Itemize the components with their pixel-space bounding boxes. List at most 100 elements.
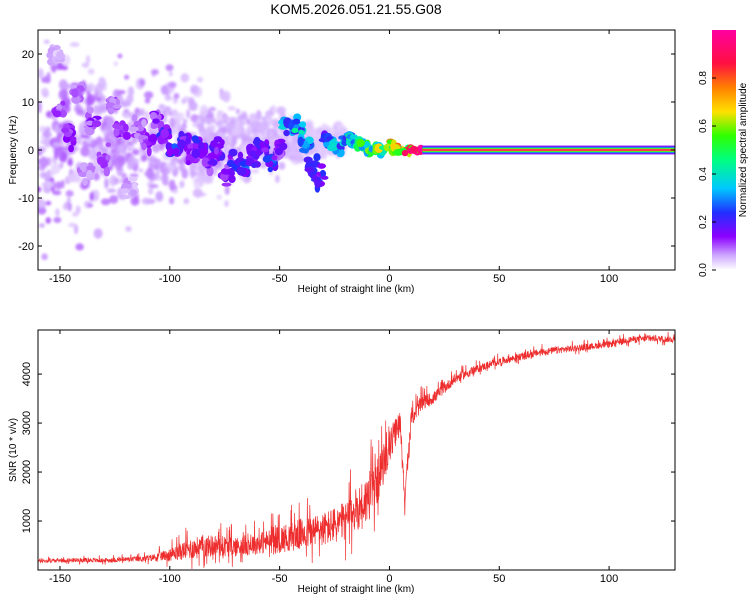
spectrogram-noise-blob <box>50 163 61 174</box>
spectrogram-noise-blob <box>287 134 293 142</box>
spectrogram-core-blob <box>291 128 299 134</box>
spectrogram-core-blob <box>103 166 111 177</box>
spectrogram-noise-blob <box>195 164 205 172</box>
x-tick-label: 0 <box>386 573 392 585</box>
spectrogram-core-blob <box>259 140 266 150</box>
spectrogram-noise-blob <box>110 148 115 154</box>
spectrogram-core-blob <box>253 136 261 147</box>
spectrogram-noise-blob <box>186 109 191 119</box>
spectrogram-ylabel: Frequency (Hz) <box>8 116 19 185</box>
spectrogram-core-blob <box>149 111 158 121</box>
spectrogram-noise-blob <box>199 104 209 117</box>
spectrogram-noise-blob <box>105 115 115 128</box>
spectrogram-core-blob <box>68 144 75 153</box>
spectrogram-core-blob <box>213 146 219 155</box>
spectrogram-noise-blob <box>140 154 148 162</box>
spectrogram-core-blob <box>251 162 258 169</box>
spectrogram-noise-blob <box>70 169 77 180</box>
spectrogram-noise-blob <box>188 101 198 112</box>
spectrogram-noise-blob <box>169 117 176 128</box>
spectrogram-noise-blob <box>123 74 130 80</box>
spectrogram-core-blob <box>283 129 290 137</box>
spectrogram-noise-blob <box>144 97 151 104</box>
spectrogram-noise-blob <box>168 71 173 77</box>
spectrogram-noise-blob <box>55 181 62 190</box>
x-tick-label: -50 <box>272 573 288 585</box>
spectrogram-noise-blob <box>41 253 48 261</box>
spectrogram-noise-blob <box>268 130 275 138</box>
spectrogram-core-blob <box>63 131 72 138</box>
spectrogram-noise-blob <box>173 187 178 194</box>
spectrogram-noise-blob <box>113 61 118 66</box>
spectrogram-noise-blob <box>57 145 64 158</box>
spectrogram-noise-blob <box>316 126 323 134</box>
spectrogram-noise-blob <box>231 134 238 146</box>
spectrogram-noise-blob <box>80 134 91 139</box>
spectrogram-noise-blob <box>38 101 42 114</box>
spectrogram-core-blob <box>105 102 116 108</box>
spectrogram-noise-blob <box>307 125 316 137</box>
spectrogram-core-blob <box>220 167 231 175</box>
spectrogram-noise-blob <box>67 159 73 166</box>
spectrogram-core-blob <box>138 135 147 140</box>
spectrogram-noise-blob <box>145 167 155 180</box>
colorbar-ticks: 0.0 0.2 0.4 0.6 0.8 <box>698 71 716 277</box>
spectrogram-core-blob <box>228 148 238 157</box>
spectrogram-core-blob <box>185 160 191 166</box>
spectrogram-noise-blob <box>38 186 42 193</box>
spectrogram-core-blob <box>105 142 112 147</box>
spectrogram-noise-blob <box>117 143 124 155</box>
spectrogram-noise-blob <box>104 177 109 189</box>
spectrogram-core-blob <box>298 129 305 135</box>
spectrogram-noise-blob <box>103 137 113 143</box>
spectrogram-noise-blob <box>86 82 95 92</box>
spectrogram-core-blob <box>173 147 180 156</box>
spectrogram-noise-blob <box>288 154 298 161</box>
spectrogram-core-blob <box>299 121 307 128</box>
spectrogram-noise-blob <box>141 197 152 205</box>
spectrogram-core-blob <box>149 133 158 143</box>
spectrogram-noise-blob <box>168 164 177 171</box>
spectrogram-core-blob <box>317 163 327 169</box>
spectrogram-core-blob <box>105 154 111 161</box>
colorbar-tick-label: 0.2 <box>698 215 709 229</box>
spectrogram-core-blob <box>210 140 218 148</box>
spectrogram-noise-blob <box>76 135 83 146</box>
spectrogram-noise-blob <box>39 171 47 179</box>
spectrogram-noise-blob <box>109 195 119 204</box>
spectrogram-noise-blob <box>42 131 52 138</box>
spectrogram-core-blob <box>304 167 312 173</box>
snr-xlabel: Height of straight line (km) <box>298 584 415 595</box>
spectrogram-core-blob <box>219 139 225 146</box>
spectrogram-noise-blob <box>138 168 144 173</box>
spectrogram-noise-blob <box>73 224 79 235</box>
spectrogram-noise-blob <box>43 39 50 45</box>
spectrogram-core-blob <box>130 189 138 196</box>
spectrogram-core-blob <box>71 95 81 104</box>
spectrogram-noise-blob <box>53 147 59 160</box>
spectrogram-noise-blob <box>140 108 145 117</box>
spectrogram-noise-blob <box>227 116 238 122</box>
spectrogram-noise-blob <box>46 169 51 180</box>
spectrogram-noise-blob <box>58 79 68 91</box>
x-tick-label: -150 <box>49 573 71 585</box>
spectrogram-noise-blob <box>127 86 134 98</box>
x-tick-label: 100 <box>600 573 618 585</box>
spectrogram-noise-blob <box>180 73 190 83</box>
spectrogram-core-blob <box>198 149 206 154</box>
snr-x-ticks: -150 -100 -50 0 50 100 <box>49 330 618 585</box>
spectrogram-core-blob <box>345 138 353 146</box>
spectrogram-noise-blob <box>164 173 169 184</box>
spectrogram-noise-blob <box>222 116 231 122</box>
y-tick-label: 3000 <box>21 411 33 435</box>
spectrogram-noise-blob <box>39 125 46 133</box>
colorbar: 0.0 0.2 0.4 0.6 0.8 Normalized spectral ampl… <box>698 30 749 277</box>
spectrogram-noise-blob <box>92 172 101 181</box>
spectrogram-noise-blob <box>290 136 299 143</box>
spectrogram-core-blob <box>191 148 201 159</box>
spectrogram-noise-blob <box>230 127 241 136</box>
spectrogram-noise-blob <box>75 243 84 251</box>
spectrogram-noise-blob <box>237 114 247 120</box>
spectrogram-core-layer <box>46 44 426 200</box>
